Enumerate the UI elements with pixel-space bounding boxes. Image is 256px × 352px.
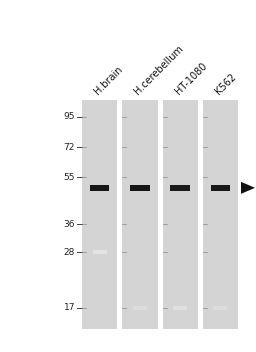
Bar	[173, 306, 187, 309]
Bar	[203, 100, 238, 329]
Text: 28: 28	[64, 248, 75, 257]
Bar	[122, 100, 157, 329]
Bar	[130, 185, 150, 191]
Bar	[213, 306, 227, 309]
Text: H.cerebellum: H.cerebellum	[133, 43, 186, 96]
Bar	[211, 185, 230, 191]
Bar	[90, 185, 109, 191]
Bar	[93, 250, 107, 254]
Text: 72: 72	[64, 143, 75, 152]
Text: 95: 95	[63, 112, 75, 121]
Bar	[174, 186, 187, 190]
Polygon shape	[241, 182, 255, 194]
Bar	[93, 186, 106, 190]
Bar	[82, 100, 117, 329]
Bar	[214, 186, 227, 190]
Text: HT-1080: HT-1080	[173, 61, 209, 96]
Text: 55: 55	[63, 173, 75, 182]
Text: 36: 36	[63, 220, 75, 229]
Bar	[133, 306, 147, 309]
Text: H.brain: H.brain	[93, 64, 125, 96]
Bar	[170, 185, 190, 191]
Text: 17: 17	[63, 303, 75, 312]
Bar	[133, 186, 146, 190]
Text: K562: K562	[213, 71, 238, 96]
Bar	[163, 100, 198, 329]
